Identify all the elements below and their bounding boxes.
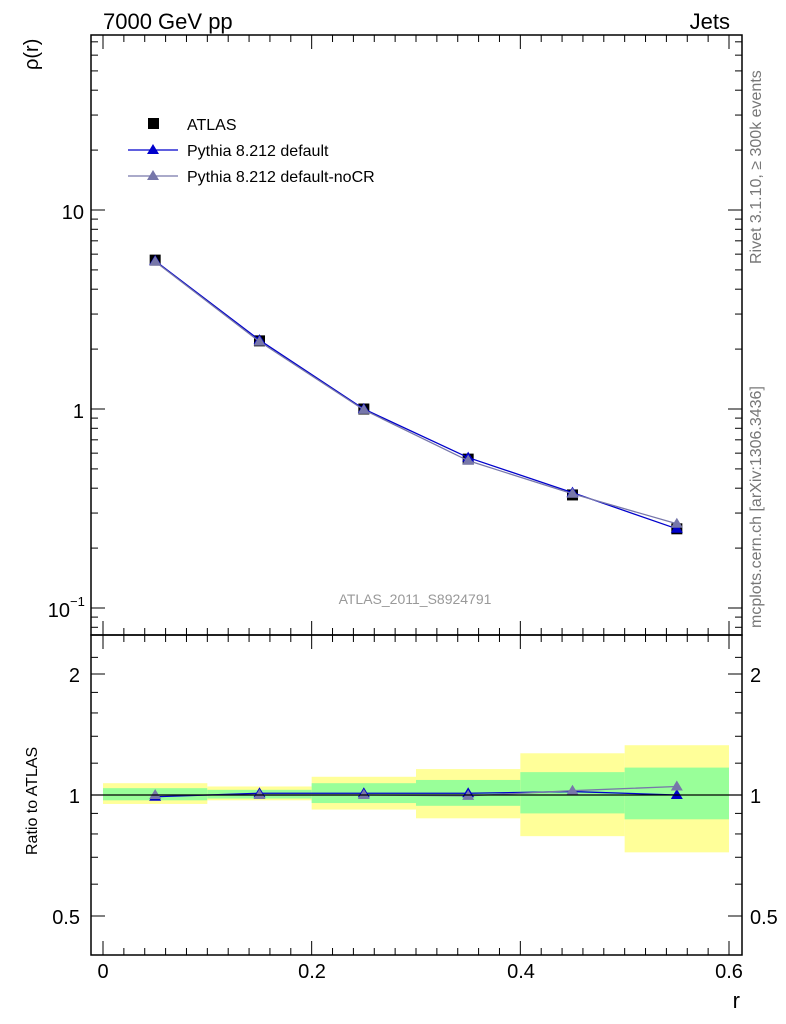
header-right: Jets [690,9,730,34]
ratio-ytick-1-right: 1 [750,786,761,808]
series-line-mc1 [154,260,678,530]
ratio-point-mc2-0 [149,789,162,799]
data-point-mc2-3 [462,454,475,465]
ratio-series [149,780,683,801]
ratio-ytick-1-left: 1 [69,786,80,808]
legend-marker-mc1 [147,144,159,154]
rivet-label: Rivet 3.1.10, ≥ 300k events [748,70,765,264]
ratio-ytick-0.5-right: 0.5 [750,907,778,929]
data-point-mc2-1 [253,335,266,346]
ratio-ytick-2-right: 2 [750,665,761,687]
ytick-label-0.1: 10 [48,600,70,622]
xtick-label-0.6: 0.6 [715,961,743,983]
data-point-mc2-4 [566,487,579,498]
xtick-label-0.2: 0.2 [298,961,326,983]
data-point-mc1-5 [670,522,683,533]
ratio-point-mc2-2 [357,789,370,799]
source-label: mcplots.cern.ch [arXiv:1306.3436] [748,386,765,628]
legend: ATLAS Pythia 8.212 default Pythia 8.212 … [128,117,375,186]
xtick-label-0: 0 [97,961,108,983]
legend-label-mc1: Pythia 8.212 default [187,143,329,160]
xtick-label-0.4: 0.4 [507,961,535,983]
ratio-point-mc1-5 [670,789,683,799]
data-point-mc2-2 [357,403,370,414]
ratio-point-mc2-4 [566,784,579,795]
legend-label-atlas: ATLAS [187,117,237,134]
ratio-ylabel: Ratio to ATLAS [24,747,41,855]
main-ylabel: ρ(r) [21,39,43,70]
ratio-point-mc2-1 [253,789,266,799]
data-point-mc2-5 [670,517,683,528]
header-left: 7000 GeV pp [103,9,233,34]
ytick-label-1: 1 [73,401,84,423]
ytick-label-10: 10 [62,202,84,224]
ratio-xlabel: r [733,988,740,1013]
analysis-watermark: ATLAS_2011_S8924791 [339,591,492,607]
ratio-ytick-0.5-left: 0.5 [52,907,80,929]
main-series [149,254,683,535]
ratio-bands [103,745,729,853]
ratio-point-mc2-5 [670,780,683,791]
ratio-ytick-2-left: 2 [69,665,80,687]
legend-marker-atlas [148,118,159,129]
legend-marker-mc2 [147,170,159,180]
ratio-axis-ticks [91,635,742,955]
legend-label-mc2: Pythia 8.212 default-noCR [187,169,375,186]
data-point-mc2-0 [149,255,162,266]
main-axis-ticks [91,35,742,635]
series-line-mc2 [154,261,678,525]
ytick-label-0.1-exponent: −1 [70,594,85,609]
ratio-line-mc1 [155,790,677,798]
